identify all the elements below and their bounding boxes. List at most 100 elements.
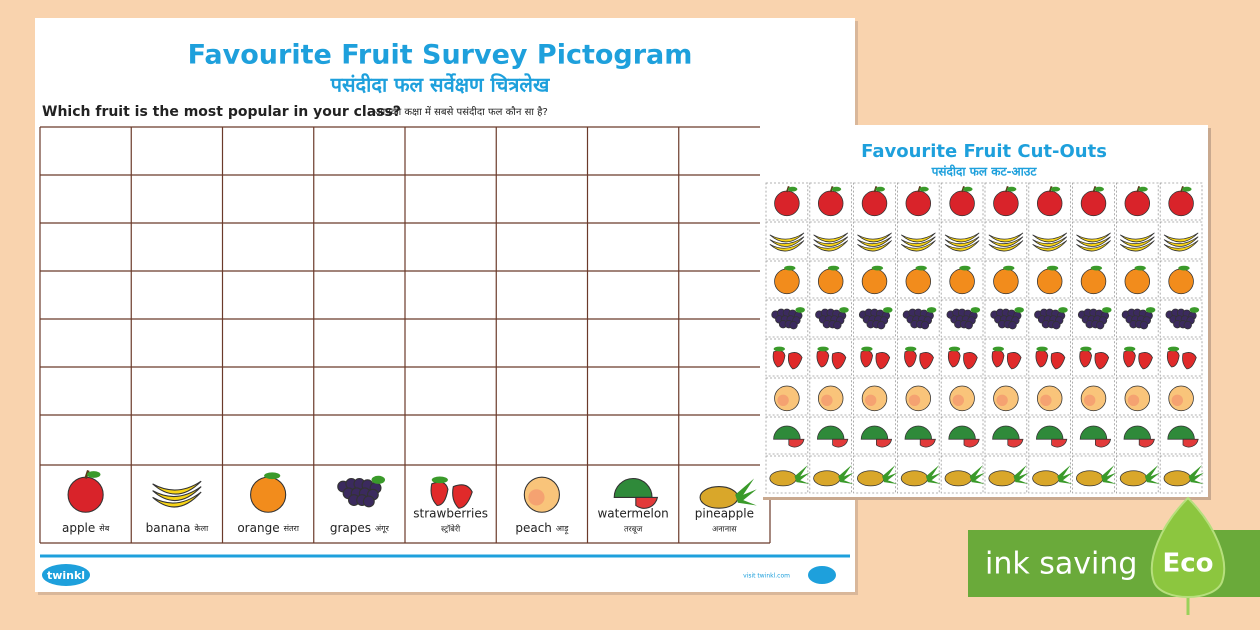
cutout-cell: [1028, 377, 1072, 416]
cutout-cell: [853, 455, 896, 494]
cutout-cell: [1159, 455, 1203, 494]
berry: [963, 352, 978, 370]
fruit-label-hindi: स्ट्रॉबेरी: [441, 524, 461, 534]
leaf: [970, 307, 981, 313]
fruit-icon: [905, 185, 932, 217]
fruit-icon: [1079, 425, 1112, 448]
shape: [1139, 320, 1149, 330]
blush: [908, 394, 921, 406]
leaf: [795, 307, 805, 313]
fruit-icon: [772, 346, 803, 370]
banana: [813, 232, 849, 243]
fruit-icon: [861, 185, 888, 217]
cutout-cell: [984, 338, 1028, 377]
cutout-cell: [809, 182, 852, 221]
fruit-icon: [857, 465, 898, 487]
cutout-cell: [809, 221, 852, 260]
pineapple: [1119, 470, 1148, 487]
cutout-cell: [1072, 260, 1115, 299]
cutout-cell: [1116, 455, 1159, 494]
cutout-cell: [853, 221, 896, 260]
leaves: [794, 465, 810, 484]
leaf: [1006, 186, 1017, 192]
fruit-icon: [430, 476, 473, 509]
blush: [777, 394, 789, 406]
cutout-title: Favourite Fruit Cut-Outs: [861, 141, 1107, 162]
berry: [1050, 352, 1066, 370]
fruit-icon: [1165, 307, 1200, 330]
shape: [817, 190, 844, 217]
fruit-icon: [1076, 232, 1111, 252]
fruit-label: grapes अंगूर: [330, 521, 390, 535]
leaf: [959, 265, 971, 271]
pineapple: [1076, 470, 1104, 487]
rind: [1079, 425, 1108, 440]
shape: [1036, 268, 1063, 295]
cutout-cell: [765, 338, 809, 377]
shape: [1080, 268, 1107, 295]
stem: [84, 469, 90, 479]
cutout-cell: [765, 377, 809, 416]
fruit-icon: [905, 385, 932, 412]
cutout-cell: [809, 416, 852, 455]
leaf: [831, 186, 842, 192]
pineapple: [699, 486, 739, 509]
cutout-cell: [1028, 221, 1072, 260]
cutout-cell: [765, 455, 809, 494]
shape: [774, 268, 800, 295]
leaves: [925, 465, 942, 484]
banana: [769, 232, 805, 243]
fruit-icon: [992, 425, 1024, 448]
cutout-cell: [1116, 182, 1159, 221]
fruit-label: banana केला: [146, 521, 209, 535]
pineapple: [900, 470, 929, 487]
fruit-label: orange संतरा: [237, 521, 299, 535]
fruit-icon: [1036, 265, 1063, 295]
cutout-cell: [809, 377, 852, 416]
leaf: [1046, 265, 1059, 271]
subtitle: पसंदीदा फल सर्वेक्षण चित्रलेख: [330, 73, 551, 97]
fruit-icon: [1036, 385, 1063, 412]
banana: [152, 486, 202, 501]
blush: [1171, 394, 1183, 406]
stem: [1048, 185, 1053, 193]
cutout-cell: [765, 221, 809, 260]
leaf: [431, 476, 448, 484]
fruit-label: pineapple: [695, 507, 754, 521]
cutout-cell: [984, 455, 1028, 494]
flesh: [919, 438, 936, 448]
berry: [1006, 352, 1022, 370]
cutout-cell: [1028, 299, 1072, 338]
fruit-icon: [904, 425, 936, 448]
fruit-icon: [861, 265, 888, 295]
banana: [152, 491, 202, 508]
fruit-icon: [1167, 425, 1199, 448]
fruit-icon: [813, 465, 854, 487]
blush: [865, 394, 877, 406]
question-hindi: आपकी कक्षा में सबसे पसंदीदा फल कौन सा है…: [375, 106, 548, 118]
cutout-cell: [940, 260, 984, 299]
leaf: [926, 307, 937, 313]
fruit-icon: [1163, 232, 1199, 252]
cutout-cell: [1116, 338, 1159, 377]
fruit-icon: [993, 385, 1019, 412]
leaves: [882, 465, 898, 484]
pineapple: [769, 470, 797, 487]
leaves: [969, 465, 985, 484]
banana: [1076, 232, 1111, 243]
shape: [861, 268, 888, 295]
fruit-icon: [1032, 465, 1073, 487]
banana: [1032, 236, 1068, 247]
fruit-icon: [1035, 346, 1066, 370]
fruit-icon: [1163, 465, 1204, 487]
cutout-cell: [1116, 416, 1159, 455]
cutout-cell: [940, 338, 984, 377]
fruit-icon: [949, 265, 975, 295]
banana: [1163, 232, 1199, 243]
banana: [152, 480, 202, 495]
pineapple: [944, 470, 972, 487]
fruit-icon: [817, 425, 849, 448]
cutout-cell: [1072, 221, 1115, 260]
fruit-label-english: banana: [146, 521, 191, 535]
